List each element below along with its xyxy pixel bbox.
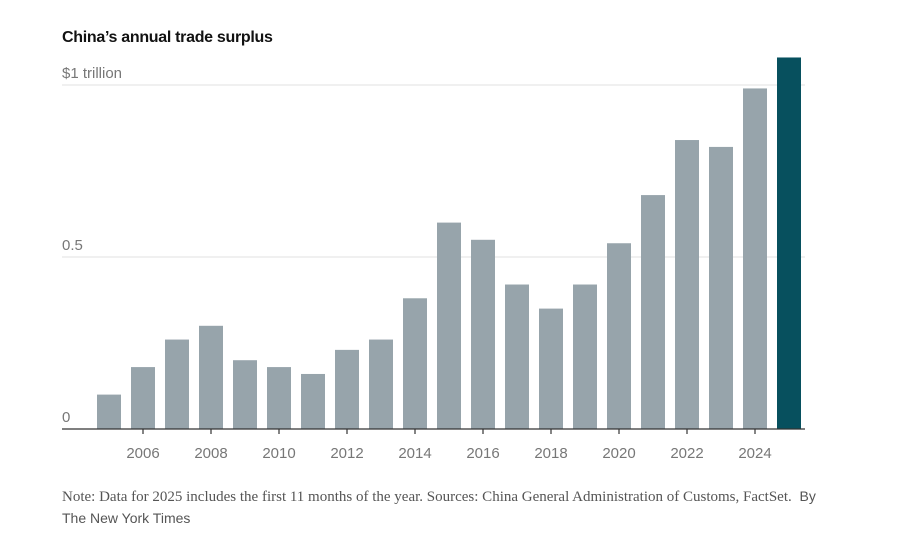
bar-2025 <box>777 57 801 429</box>
bar-2014 <box>403 298 427 429</box>
y-tick-label: 0 <box>62 409 70 426</box>
bar-2008 <box>199 325 223 429</box>
bar-2010 <box>267 367 291 429</box>
x-tick-label: 2016 <box>466 445 499 462</box>
chart-title: China’s annual trade surplus <box>62 29 273 46</box>
bar-2009 <box>233 360 257 429</box>
bar-2011 <box>301 373 325 429</box>
y-tick-label: 0.5 <box>62 237 83 254</box>
x-tick-label: 2010 <box>262 445 295 462</box>
bar-2015 <box>437 222 461 429</box>
x-tick-label: 2024 <box>738 445 771 462</box>
bar-2021 <box>641 195 665 429</box>
y-tick-label: $1 trillion <box>62 65 122 82</box>
bar-2023 <box>709 146 733 430</box>
source-note: Note: Data for 2025 includes the first 1… <box>62 489 792 505</box>
x-tick-label: 2012 <box>330 445 363 462</box>
byline: By The New York Times <box>62 488 816 526</box>
x-tick-label: 2022 <box>670 445 703 462</box>
bar-2020 <box>607 243 631 429</box>
chart-note: Note: Data for 2025 includes the first 1… <box>62 486 822 529</box>
bar-2006 <box>131 367 155 429</box>
bar-2019 <box>573 284 597 429</box>
bar-2007 <box>165 339 189 429</box>
x-tick-label: 2014 <box>398 445 431 462</box>
bar-2013 <box>369 339 393 429</box>
x-tick-label: 2020 <box>602 445 635 462</box>
x-tick-label: 2018 <box>534 445 567 462</box>
x-tick-label: 2008 <box>194 445 227 462</box>
bar-2022 <box>675 140 699 430</box>
bar-2024 <box>743 88 767 429</box>
x-tick-label: 2006 <box>126 445 159 462</box>
bar-2005 <box>97 394 121 429</box>
bar-2012 <box>335 349 359 429</box>
bar-2016 <box>471 239 495 429</box>
bar-2018 <box>539 308 563 429</box>
bar-2017 <box>505 284 529 429</box>
